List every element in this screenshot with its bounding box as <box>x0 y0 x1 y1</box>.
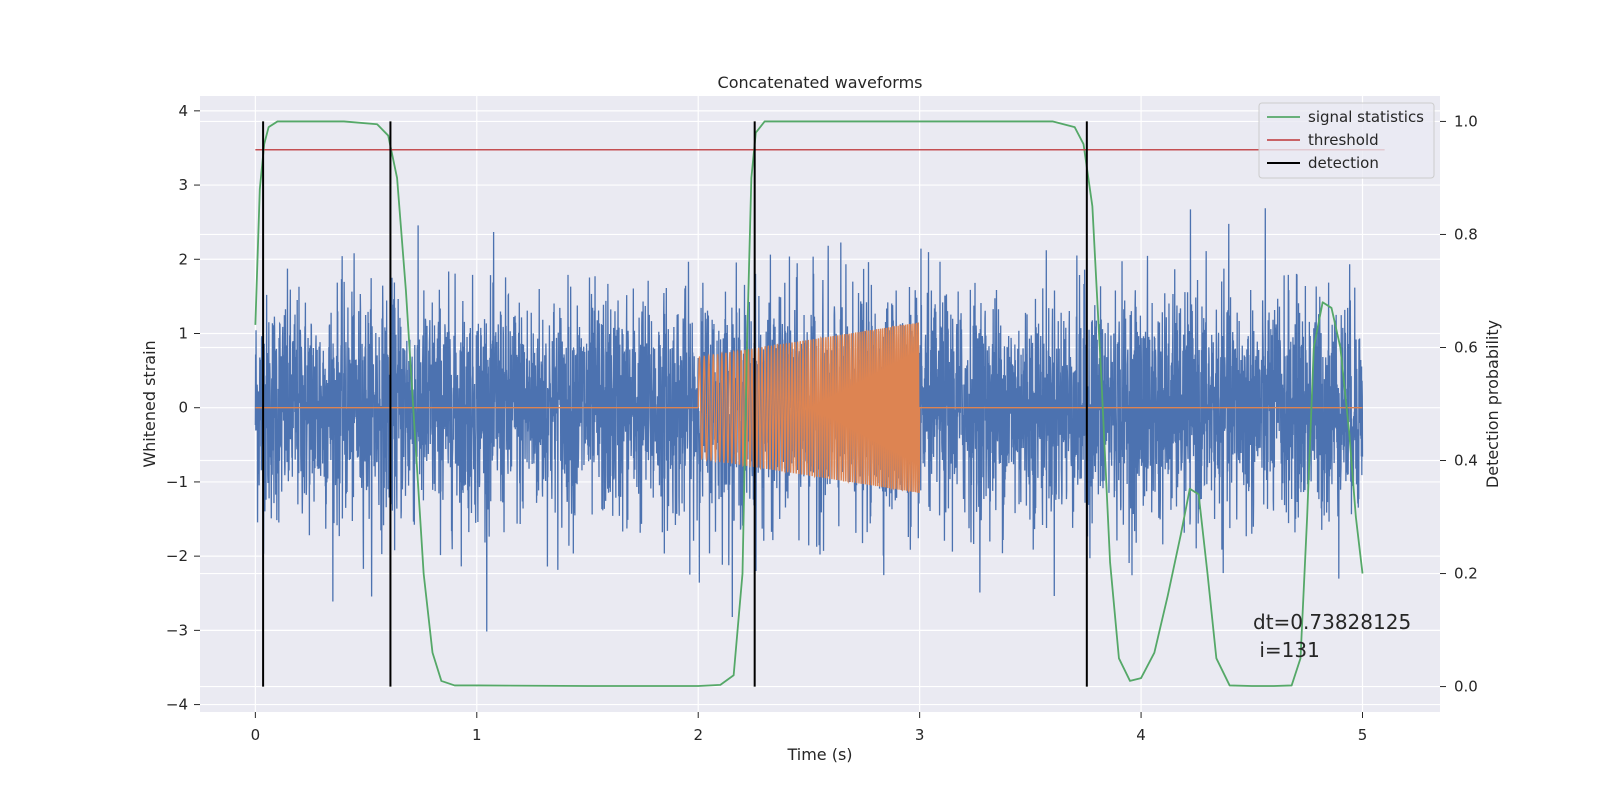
y-right-tick-label: 0.2 <box>1454 565 1478 583</box>
y-tick-label: 1 <box>178 324 188 342</box>
x-axis-label: Time (s) <box>786 745 852 764</box>
annotation-i: i=131 <box>1253 638 1320 662</box>
y-right-tick-label: 0.8 <box>1454 225 1478 243</box>
chirp-line <box>255 322 1363 494</box>
y-tick-label: −2 <box>166 547 188 565</box>
y-axis-right-label: Detection probability <box>1483 320 1502 488</box>
chart-title: Concatenated waveforms <box>718 73 923 92</box>
y-tick-label: −4 <box>166 696 188 714</box>
y-tick-label: 3 <box>178 176 188 194</box>
y-tick-label: −3 <box>166 621 188 639</box>
x-tick-label: 4 <box>1136 726 1146 744</box>
x-tick-label: 3 <box>915 726 925 744</box>
annotation-dt: dt=0.73828125 <box>1253 610 1411 634</box>
y-right-tick-label: 1.0 <box>1454 112 1478 130</box>
y-tick-label: 2 <box>178 250 188 268</box>
y-axis-label: Whitened strain <box>140 340 159 467</box>
legend-label-threshold: threshold <box>1308 131 1379 149</box>
x-tick-label: 2 <box>693 726 703 744</box>
legend-label-detection: detection <box>1308 154 1379 172</box>
y-right-tick-label: 0.6 <box>1454 338 1478 356</box>
chirp-series <box>255 322 1363 494</box>
legend: signal statistics threshold detection <box>1258 102 1435 179</box>
legend-label-signal-statistics: signal statistics <box>1308 108 1424 126</box>
y-tick-label: 0 <box>178 399 188 417</box>
y-tick-label: −1 <box>166 473 188 491</box>
x-tick-label: 5 <box>1358 726 1368 744</box>
x-tick-label: 1 <box>472 726 482 744</box>
y-right-tick-label: 0.0 <box>1454 678 1478 696</box>
y-tick-label: 4 <box>178 102 188 120</box>
signal-statistics-line <box>254 120 1364 687</box>
legend-box <box>1258 102 1435 179</box>
x-tick-label: 0 <box>251 726 261 744</box>
probability-series <box>254 120 1385 687</box>
y-right-tick-label: 0.4 <box>1454 452 1478 470</box>
axis-ticks: 0 1 2 3 4 5 −4 −3 −2 −1 0 1 2 3 4 0.0 0.2 0.4 0.6 0.8 1.0 <box>166 102 1478 744</box>
